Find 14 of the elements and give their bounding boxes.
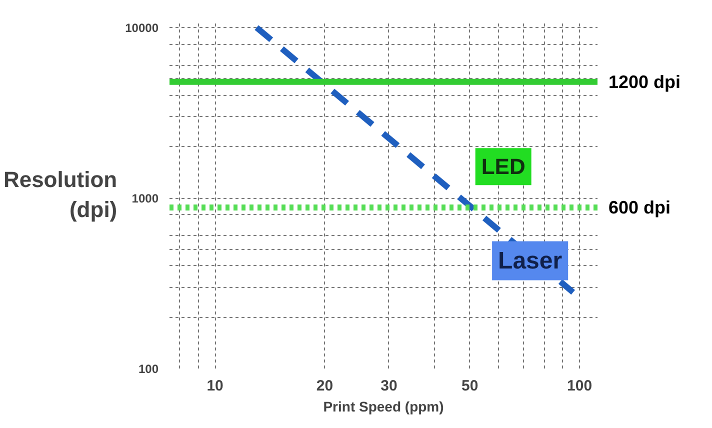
annotation: LED (481, 154, 526, 180)
x-tick-label: 100 (567, 378, 592, 394)
x-tick-label: 20 (316, 378, 334, 394)
x-tick-label: 10 (206, 378, 224, 394)
x-tick-label: 50 (461, 378, 478, 394)
x-axis-title: Print Speed (ppm) (323, 398, 444, 414)
y-axis-title: Resolution (dpi) (3, 167, 118, 222)
ref-line-label: 600 dpi (608, 197, 671, 218)
y-tick-label: 10000 (125, 21, 159, 36)
series-label: Laser (498, 247, 562, 274)
x-tick-label: 30 (380, 378, 398, 394)
ref-line-label: 1200 dpi (608, 72, 681, 92)
y-tick-label: 1000 (132, 192, 159, 206)
y-tick-label: 100 (138, 362, 159, 376)
